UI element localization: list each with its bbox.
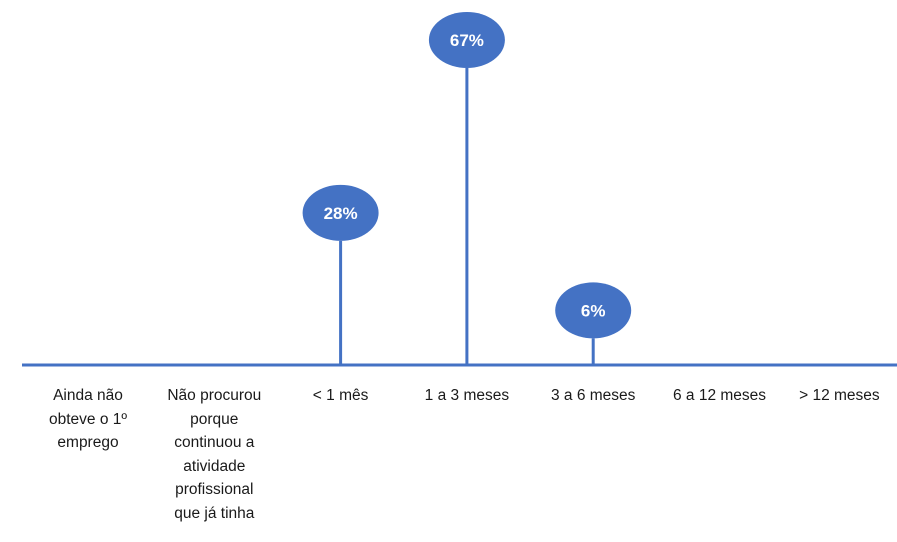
- marker-4: [555, 282, 632, 339]
- category-label-4: 3 a 6 meses: [550, 387, 636, 404]
- marker-3: [428, 12, 505, 68]
- category-label-3: 1 a 3 meses: [424, 387, 510, 404]
- marker-2: [302, 184, 379, 241]
- data-label-4: 6%: [581, 301, 606, 320]
- category-label-5: 6 a 12 meses: [672, 387, 767, 404]
- category-label-1: Não procurou porque continuou a atividad…: [167, 387, 262, 522]
- data-label-3: 67%: [450, 31, 484, 50]
- category-label-0: Ainda não obteve o 1º emprego: [48, 387, 128, 451]
- category-label-2: < 1 mês: [312, 387, 369, 404]
- category-label-6: > 12 meses: [799, 387, 880, 404]
- data-label-2: 28%: [324, 204, 358, 223]
